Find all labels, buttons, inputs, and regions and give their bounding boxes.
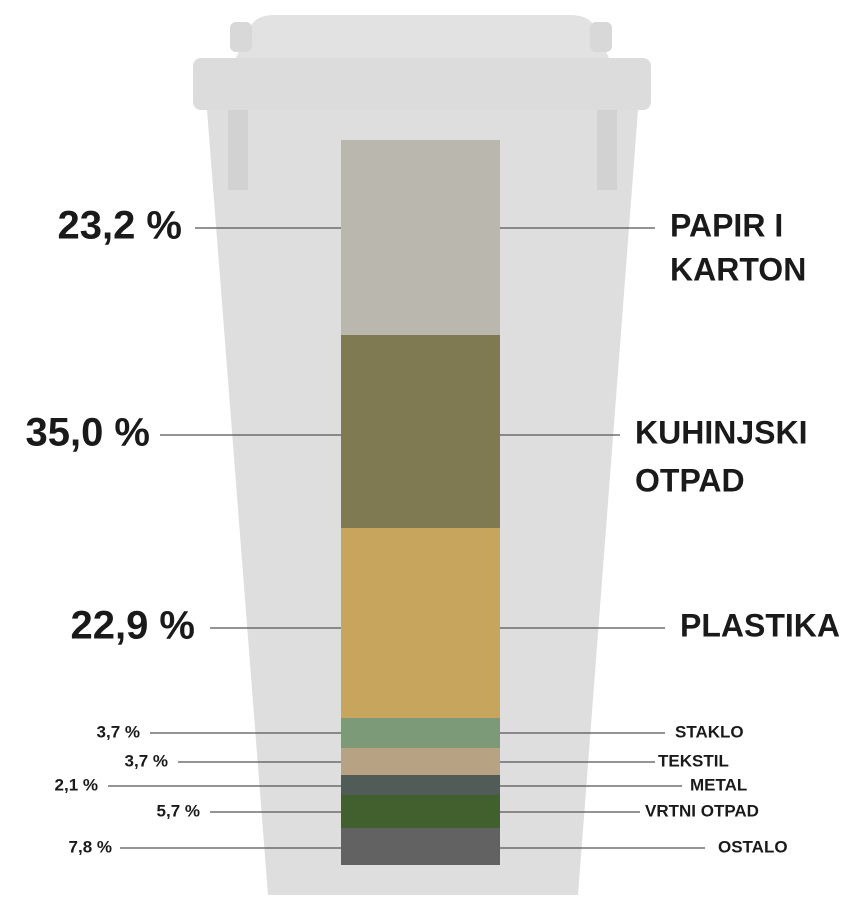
waste-band (341, 140, 500, 335)
category-label: OTPAD (635, 462, 745, 498)
percent-label: 7,8 % (69, 837, 112, 856)
percent-label: 3,7 % (97, 722, 140, 741)
category-label: METAL (690, 775, 747, 794)
category-label: PLASTIKA (680, 607, 840, 643)
percent-label: 3,7 % (125, 751, 168, 770)
category-label: TEKSTIL (658, 751, 729, 770)
waste-band (341, 748, 500, 775)
percent-label: 23,2 % (57, 204, 182, 248)
category-label: KUHINJSKI (635, 414, 807, 450)
category-label: PAPIR I (670, 207, 783, 243)
waste-band (341, 775, 500, 795)
waste-band (341, 828, 500, 865)
category-label: STAKLO (675, 722, 744, 741)
percent-label: 2,1 % (55, 775, 98, 794)
percent-label: 35,0 % (25, 411, 150, 455)
waste-band (341, 795, 500, 828)
waste-band (341, 335, 500, 528)
waste-strip (341, 140, 500, 865)
waste-band (341, 718, 500, 748)
waste-band (341, 528, 500, 718)
percent-label: 5,7 % (157, 801, 200, 820)
category-label: VRTNI OTPAD (645, 801, 759, 820)
category-label: KARTON (670, 251, 806, 287)
infographic: 23,2 % PAPIR I KARTON 35,0 % KUHINJSKI OTPAD 2… (0, 0, 843, 902)
category-label: OSTALO (718, 837, 788, 856)
percent-label: 22,9 % (70, 604, 195, 648)
